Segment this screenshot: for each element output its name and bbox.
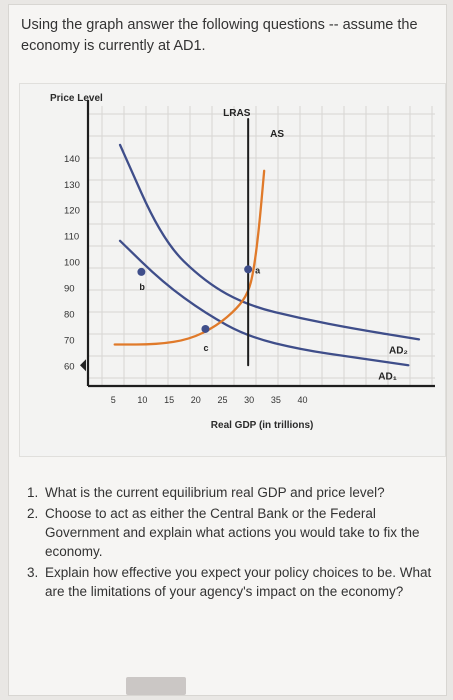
point-label-c: c bbox=[203, 343, 208, 353]
question-text: What is the current equilibrium real GDP… bbox=[45, 485, 385, 500]
question-text: Explain how effective you expect your po… bbox=[45, 565, 432, 599]
y-tick-label: 90 bbox=[64, 283, 75, 294]
x-tick-label: 30 bbox=[244, 395, 254, 405]
origin-marker bbox=[80, 359, 86, 372]
series-line-ad bbox=[118, 143, 421, 341]
y-tick-label: 70 bbox=[64, 335, 75, 346]
question-text: Choose to act as either the Central Bank… bbox=[45, 506, 420, 559]
answer-button[interactable] bbox=[126, 677, 186, 695]
point-label-a: a bbox=[255, 265, 261, 275]
y-tick-label: 60 bbox=[64, 361, 75, 372]
intro-text: Using the graph answer the following que… bbox=[21, 17, 418, 54]
series-line-ad bbox=[118, 239, 410, 367]
y-tick-label: 100 bbox=[64, 258, 80, 269]
point-marker-b bbox=[137, 267, 146, 276]
point-label-b: b bbox=[139, 282, 145, 292]
x-tick-label: 35 bbox=[271, 395, 281, 405]
x-tick-label: 40 bbox=[298, 395, 308, 405]
question-number: 3. bbox=[27, 565, 39, 580]
question-list: 1. What is the current equilibrium real … bbox=[21, 483, 436, 603]
x-axis-label: Real GDP (in trillions) bbox=[211, 420, 314, 431]
y-tick-label: 130 bbox=[64, 180, 80, 191]
series-label-as: AS bbox=[270, 129, 284, 140]
series-label-ad: AD₁ bbox=[378, 371, 397, 382]
y-tick-label: 120 bbox=[64, 206, 80, 217]
series-label-lras: LRAS bbox=[223, 108, 251, 119]
y-tick-label: 110 bbox=[64, 232, 79, 243]
y-tick-label: 80 bbox=[64, 309, 75, 320]
x-tick-label: 10 bbox=[137, 395, 147, 405]
point-marker-a bbox=[244, 265, 253, 274]
chart-svg: Price Level Real GDP (in trillions) 60 70 80… bbox=[50, 93, 435, 431]
x-tick-label: 20 bbox=[191, 395, 201, 405]
series-line-as bbox=[113, 169, 266, 346]
x-tick-label: 15 bbox=[164, 395, 174, 405]
question-item: 3. Explain how effective you expect your… bbox=[21, 563, 436, 601]
question-number: 2. bbox=[27, 506, 39, 521]
x-tick-label: 5 bbox=[111, 395, 116, 405]
question-item: 2. Choose to act as either the Central B… bbox=[21, 504, 436, 561]
y-tick-label: 140 bbox=[64, 154, 80, 165]
question-number: 1. bbox=[27, 485, 39, 500]
ad-as-chart: Price Level Real GDP (in trillions) 60 70 80… bbox=[19, 83, 446, 457]
y-axis-label: Price Level bbox=[50, 93, 103, 104]
point-marker-c bbox=[201, 324, 210, 333]
series-label-ad: AD₂ bbox=[389, 345, 408, 356]
question-card: Using the graph answer the following que… bbox=[8, 4, 447, 696]
x-tick-label: 25 bbox=[217, 395, 227, 405]
question-item: 1. What is the current equilibrium real … bbox=[21, 483, 436, 502]
